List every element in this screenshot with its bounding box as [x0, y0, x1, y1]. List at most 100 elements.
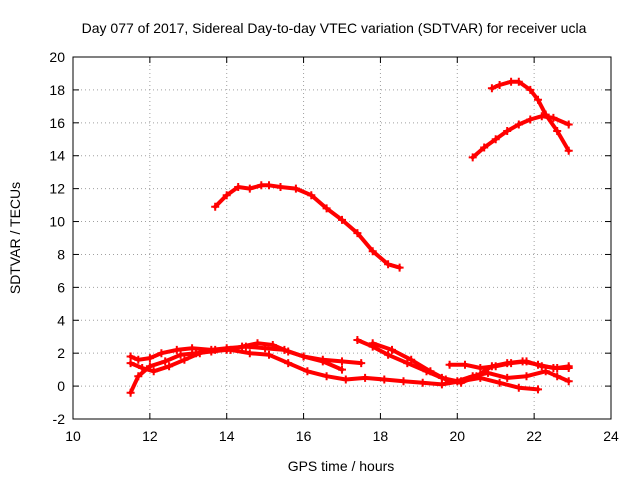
- data-point: [514, 77, 523, 86]
- y-tick-label: 6: [57, 279, 65, 295]
- data-point: [284, 347, 293, 356]
- data-point: [476, 364, 485, 372]
- data-point: [564, 120, 573, 129]
- data-point: [357, 359, 366, 368]
- data-point: [172, 345, 181, 354]
- data-point: [299, 352, 308, 361]
- y-tick-label: 12: [49, 181, 65, 197]
- series-line: [213, 183, 402, 270]
- data-point: [149, 367, 158, 376]
- data-point: [507, 359, 516, 368]
- data-point: [234, 183, 243, 191]
- data-point: [245, 349, 254, 358]
- data-point: [480, 143, 489, 152]
- y-tick-label: 14: [49, 148, 65, 164]
- data-point: [426, 367, 435, 376]
- x-tick-label: 10: [65, 428, 81, 444]
- data-point: [507, 77, 516, 86]
- data-point: [353, 336, 362, 344]
- data-point: [526, 115, 535, 124]
- data-point: [503, 127, 512, 135]
- data-point: [341, 375, 350, 384]
- data-point: [395, 263, 404, 272]
- data-point: [265, 350, 273, 359]
- data-point: [353, 229, 362, 238]
- data-point: [537, 362, 546, 371]
- series-line: [128, 347, 540, 392]
- series-arc-2: [468, 112, 573, 162]
- data-point: [268, 341, 277, 349]
- data-point: [303, 367, 312, 376]
- data-point: [257, 181, 266, 190]
- x-axis-label: GPS time / hours: [288, 458, 395, 474]
- data-point: [491, 135, 500, 144]
- series-line: [355, 338, 571, 384]
- data-point: [145, 354, 154, 363]
- data-point: [461, 360, 469, 369]
- y-tick-label: 0: [57, 378, 65, 394]
- data-point: [564, 362, 573, 371]
- data-point: [368, 247, 377, 256]
- data-point: [165, 362, 174, 371]
- data-point: [457, 378, 466, 387]
- data-point: [384, 350, 393, 359]
- data-point: [361, 373, 370, 382]
- data-point: [553, 364, 562, 372]
- chart-title: Day 077 of 2017, Sidereal Day-to-day VTE…: [82, 20, 587, 36]
- series-line: [128, 341, 364, 395]
- data-point: [157, 349, 166, 358]
- data-point: [195, 349, 204, 358]
- x-tick-label: 14: [219, 428, 235, 444]
- series-arc-7: [353, 336, 573, 386]
- x-tick-label: 12: [142, 428, 158, 444]
- data-point: [211, 202, 220, 211]
- data-series: [126, 77, 573, 397]
- data-point: [318, 355, 327, 364]
- data-point: [307, 191, 316, 200]
- x-tick-label: 20: [449, 428, 465, 444]
- data-point: [445, 360, 454, 369]
- y-tick-label: 20: [49, 49, 65, 65]
- series-arc-9: [445, 357, 573, 372]
- data-point: [291, 184, 300, 193]
- data-point: [418, 378, 427, 387]
- y-tick-labels: -2 0 2 4 6 8 10 12 14 16 18 20: [49, 49, 65, 427]
- y-tick-label: 8: [57, 246, 65, 262]
- y-tick-label: 4: [57, 312, 65, 328]
- data-point: [495, 378, 504, 387]
- data-point: [541, 110, 550, 119]
- data-point: [265, 181, 273, 190]
- data-point: [564, 146, 573, 155]
- y-axis-label: SDTVAR / TECUs: [7, 182, 23, 294]
- data-point: [161, 357, 170, 366]
- data-point: [564, 377, 573, 386]
- data-point: [472, 372, 481, 381]
- series-arc-1: [211, 181, 404, 272]
- plot-frame: [72, 56, 612, 420]
- data-point: [322, 372, 331, 381]
- data-point: [399, 377, 408, 386]
- data-point: [503, 373, 512, 382]
- data-point: [468, 153, 477, 162]
- series-arc-3: [487, 77, 573, 155]
- data-point: [338, 215, 346, 224]
- data-point: [245, 184, 254, 193]
- x-tick-labels: 10 12 14 16 18 20 22 24: [65, 428, 619, 444]
- y-tick-label: 16: [49, 115, 65, 131]
- data-point: [284, 359, 293, 368]
- y-tick-label: 18: [49, 82, 65, 98]
- data-point: [276, 183, 285, 191]
- y-tick-label: 2: [57, 345, 65, 361]
- data-point: [553, 372, 562, 381]
- x-tick-label: 16: [296, 428, 312, 444]
- data-point: [126, 388, 135, 397]
- data-point: [384, 260, 393, 269]
- data-point: [487, 84, 496, 93]
- data-point: [134, 355, 143, 364]
- data-point: [238, 342, 247, 351]
- data-point: [180, 355, 189, 364]
- data-point: [253, 339, 262, 348]
- x-tick-label: 24: [603, 428, 619, 444]
- data-point: [211, 345, 220, 354]
